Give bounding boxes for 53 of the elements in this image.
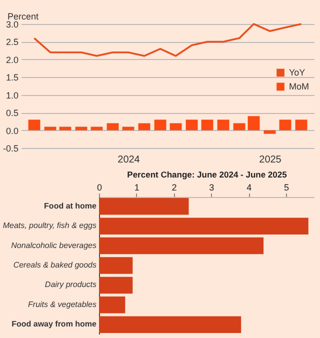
x-tick-label: 2025 <box>259 154 282 166</box>
bar <box>248 116 260 130</box>
y-tick-label: Food away from home <box>12 320 98 329</box>
y-tick-label: 0.5 <box>6 108 18 118</box>
y-tick-label: Meats, poultry, fish & eggs <box>2 221 96 230</box>
x-axis-title: Percent Change: June 2024 - June 2025 <box>127 170 288 180</box>
bar <box>138 123 150 130</box>
bar <box>59 126 72 130</box>
y-tick-label: 0.0 <box>6 126 18 136</box>
bar <box>106 123 119 130</box>
bar <box>99 198 189 215</box>
bar <box>99 296 126 314</box>
y-tick-label: -0.5 <box>2 144 18 154</box>
x-tick-label: 2024 <box>118 154 140 166</box>
bar <box>279 120 292 130</box>
x-tick-label: 5 <box>284 182 289 192</box>
bar <box>122 126 134 130</box>
bar <box>201 120 214 130</box>
x-tick-label: 4 <box>246 182 252 192</box>
y-tick-label: Food at home <box>44 201 98 210</box>
bar <box>233 123 246 130</box>
line-series <box>33 23 302 57</box>
bar <box>99 316 242 334</box>
bar <box>295 120 308 130</box>
legend-label: MoM <box>289 82 309 92</box>
x-tick-label: 3 <box>209 182 214 192</box>
bar <box>99 276 133 294</box>
y-tick-label: Fruits & vegetables <box>28 300 96 309</box>
bar <box>99 237 264 254</box>
y-tick-label: 3.0 <box>6 20 18 30</box>
legend-label: YoY <box>289 68 306 78</box>
y-tick-label: Dairy products <box>44 280 96 290</box>
bar <box>264 130 276 134</box>
x-tick-label: 1 <box>134 182 140 192</box>
bar <box>99 218 308 234</box>
y-tick-label: Cereals & baked goods <box>13 260 96 270</box>
y-axis-title: Percent <box>8 12 40 22</box>
bar <box>28 120 40 130</box>
bar <box>217 120 230 130</box>
bar <box>154 120 166 130</box>
bar <box>75 126 88 130</box>
bar <box>90 126 103 130</box>
bar <box>170 123 182 130</box>
y-tick-label: 1.5 <box>6 72 18 83</box>
y-tick-label: 2.0 <box>6 54 18 65</box>
y-tick-label: Nonalcoholic beverages <box>11 240 96 250</box>
bar <box>99 257 133 274</box>
bar <box>186 120 198 130</box>
y-tick-label: 2.5 <box>6 37 18 48</box>
bar <box>44 126 56 130</box>
x-tick-label: 2 <box>172 182 177 192</box>
y-tick-label: 1.0 <box>6 90 18 100</box>
x-tick-label: 0 <box>96 182 102 192</box>
